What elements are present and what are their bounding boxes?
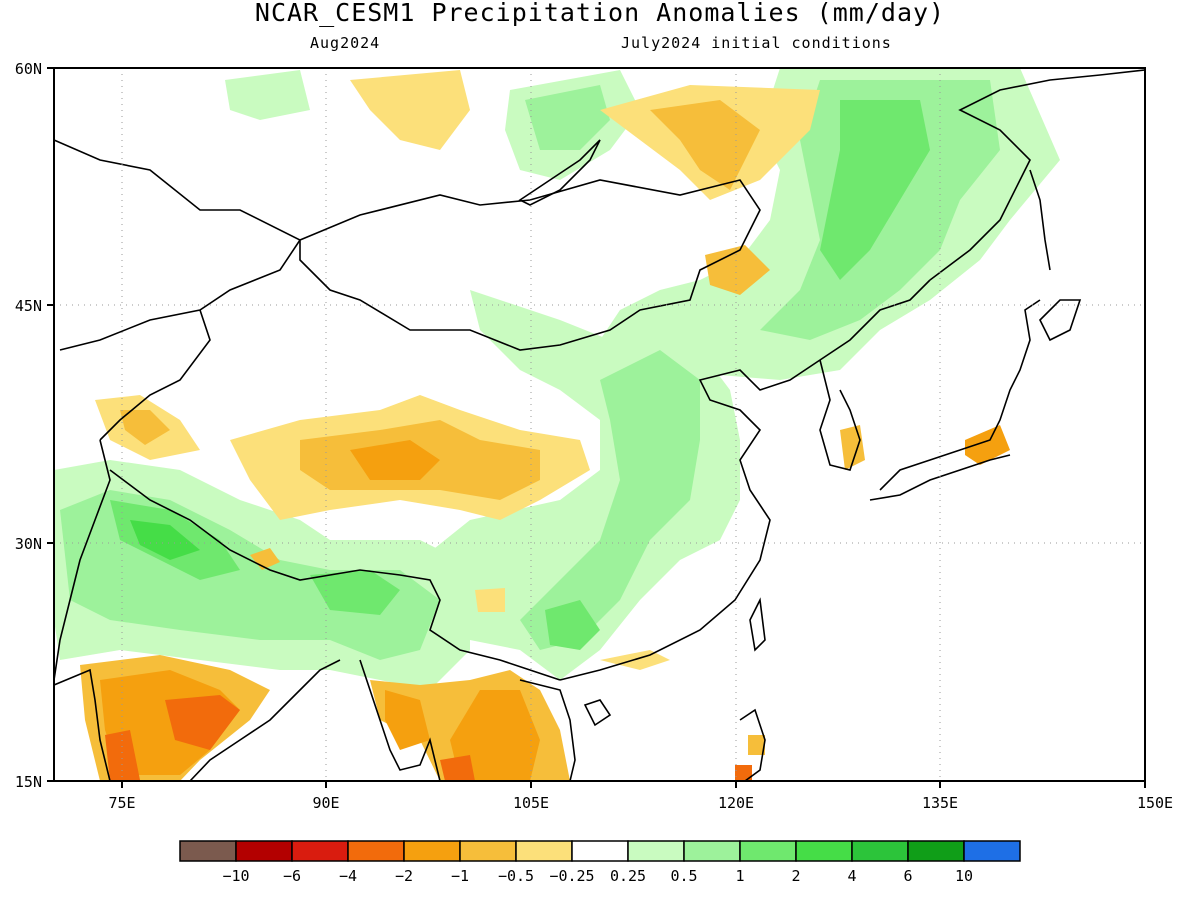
wet-anomaly-northeast-core2 xyxy=(820,100,930,280)
lon-label: 75E xyxy=(108,794,135,812)
colorbar-tick-label: −0.5 xyxy=(498,867,534,885)
colorbar-tick-label: 0.25 xyxy=(610,867,646,885)
chart-title: NCAR_CESM1 Precipitation Anomalies (mm/d… xyxy=(254,0,946,27)
sakhalin xyxy=(1029,169,1051,271)
dry-anomaly-india-core xyxy=(100,670,240,775)
colorbar: −10 −6 −4 −2 −1 −0.5 −0.25 0.25 0.5 1 2 4 6 10 xyxy=(179,840,1021,885)
coastlines-borders xyxy=(54,69,1145,781)
russia-far-east-coast xyxy=(929,69,1145,281)
myanmar-coast xyxy=(359,659,441,781)
china-west-border xyxy=(99,309,211,441)
japan-honshu xyxy=(879,299,1041,491)
colorbar-tick-label: 6 xyxy=(903,867,912,885)
colorbar-swatch xyxy=(683,840,741,862)
lat-label: 15N xyxy=(15,773,42,791)
lon-label: 150E xyxy=(1137,794,1173,812)
gridlines xyxy=(54,68,1145,781)
colorbar-swatch xyxy=(571,840,629,862)
lon-axis-labels: 75E 90E 105E 120E 135E 150E xyxy=(108,794,1173,812)
colorbar-swatch xyxy=(347,840,405,862)
lake-baikal xyxy=(518,139,601,206)
colorbar-labels: −10 −6 −4 −2 −1 −0.5 −0.25 0.25 0.5 1 2 4 6 10 xyxy=(222,867,973,885)
colorbar-swatch xyxy=(795,840,853,862)
lat-label: 60N xyxy=(15,60,42,78)
wet-anomaly-assam xyxy=(310,570,400,615)
colorbar-tick-label: −10 xyxy=(222,867,249,885)
indochina-coast xyxy=(519,679,576,781)
dry-anomaly-indochina-core2 xyxy=(450,690,540,781)
dry-anomaly-indochina-core3 xyxy=(440,755,475,781)
colorbar-tick-label: −4 xyxy=(339,867,357,885)
colorbar-swatch xyxy=(179,840,237,862)
colorbar-tick-label: 10 xyxy=(955,867,973,885)
init-conditions: July2024 initial conditions xyxy=(621,34,892,52)
dry-anomaly-taiwan xyxy=(748,735,765,755)
taiwan xyxy=(749,597,766,652)
dry-anomaly-pakistan-core xyxy=(120,410,170,445)
anomaly-field xyxy=(54,68,1060,781)
dry-anomaly-sw-china xyxy=(475,588,505,612)
wet-anomaly-china-core xyxy=(520,350,700,650)
india-coast xyxy=(54,659,341,781)
lon-label: 105E xyxy=(513,794,549,812)
dry-anomaly-luzon xyxy=(735,765,752,781)
korea-coast xyxy=(819,359,861,471)
colorbar-swatch xyxy=(459,840,517,862)
lat-label: 30N xyxy=(15,535,42,553)
dry-anomaly-india-core2 xyxy=(165,695,240,750)
dry-anomaly-myanmar xyxy=(250,548,280,570)
tick-marks xyxy=(47,67,1146,788)
colorbar-tick-label: 1 xyxy=(735,867,744,885)
colorbar-swatch xyxy=(235,840,293,862)
lon-label: 90E xyxy=(312,794,339,812)
colorbar-tick-label: 4 xyxy=(847,867,856,885)
valid-month: Aug2024 xyxy=(310,34,381,52)
himalaya-border xyxy=(109,469,561,681)
dry-anomaly-n-mongolia xyxy=(705,245,770,295)
lon-label: 135E xyxy=(922,794,958,812)
colorbar-boxes xyxy=(179,840,1021,862)
wet-anomaly-siberia-core xyxy=(525,85,610,150)
colorbar-swatch xyxy=(515,840,573,862)
dry-anomaly-indochina-core xyxy=(385,690,430,750)
lat-label: 45N xyxy=(15,297,42,315)
japan-honshu-south xyxy=(869,454,1011,501)
wet-anomaly-china-core2 xyxy=(545,600,600,650)
colorbar-swatch xyxy=(851,840,909,862)
colorbar-swatch xyxy=(291,840,349,862)
wet-anomaly-nw xyxy=(225,70,310,120)
dry-anomaly-tibet-core2 xyxy=(350,440,440,480)
map-frame xyxy=(53,67,1146,782)
colorbar-tick-label: 2 xyxy=(791,867,800,885)
hainan xyxy=(583,699,612,727)
colorbar-swatch xyxy=(627,840,685,862)
dry-anomaly-india-west xyxy=(105,730,140,781)
dry-anomaly-japan xyxy=(965,425,1010,465)
hokkaido xyxy=(1039,299,1082,342)
colorbar-tick-label: −1 xyxy=(451,867,469,885)
colorbar-tick-label: −6 xyxy=(283,867,301,885)
colorbar-tick-label: −0.25 xyxy=(549,867,594,885)
mongolia-border xyxy=(299,179,761,351)
lat-axis-labels: 60N 45N 30N 15N xyxy=(15,60,42,791)
colorbar-swatch xyxy=(907,840,965,862)
wet-anomaly-himalaya-core3 xyxy=(130,520,200,560)
india-pakistan-border xyxy=(54,439,111,681)
colorbar-swatch xyxy=(963,840,1021,862)
lon-label: 120E xyxy=(718,794,754,812)
luzon xyxy=(739,708,766,781)
kazakhstan-border xyxy=(54,139,302,351)
colorbar-swatch xyxy=(739,840,797,862)
china-coast xyxy=(559,279,931,681)
dry-anomaly-siberia-core xyxy=(650,100,760,190)
colorbar-tick-label: −2 xyxy=(395,867,413,885)
colorbar-tick-label: 0.5 xyxy=(670,867,697,885)
dry-anomaly-north xyxy=(350,70,470,150)
colorbar-swatch xyxy=(403,840,461,862)
